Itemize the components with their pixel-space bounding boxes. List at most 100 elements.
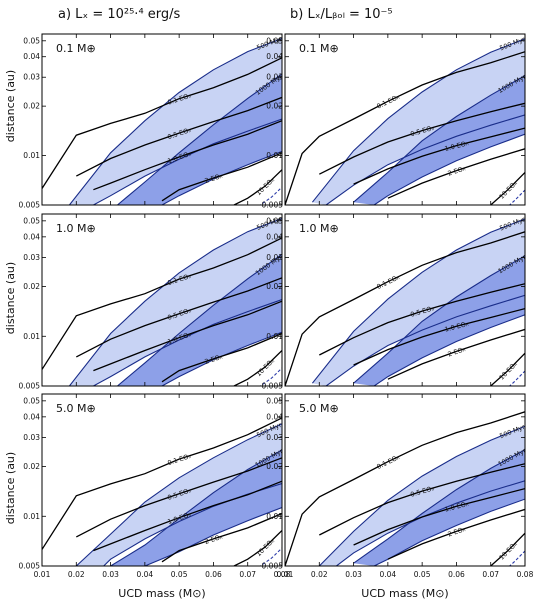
band-edge-band-1000myr-upper bbox=[353, 449, 525, 564]
y-tick-label: 0.005 bbox=[19, 382, 41, 391]
band-edge-band-1000myr-upper bbox=[117, 253, 282, 386]
eo-curve-0-5 bbox=[319, 102, 525, 175]
eo-label-0-1: 0.1 EOₕ bbox=[375, 273, 401, 291]
y-tick-label: 0.04 bbox=[266, 232, 283, 241]
y-tick-label: 0.03 bbox=[266, 433, 283, 442]
y-tick-label: 0.03 bbox=[23, 73, 40, 82]
panel-b-title: b) Lₓ/Lᵦₒₗ = 10⁻⁵ bbox=[290, 7, 393, 22]
y-tick-label: 0.05 bbox=[266, 36, 283, 45]
band-1000myr bbox=[117, 254, 282, 386]
eo-curve-2 bbox=[387, 328, 525, 380]
y-tick-label: 0.02 bbox=[23, 102, 40, 111]
eo-curve-0-1 bbox=[42, 237, 282, 370]
x-tick-label: 0.02 bbox=[311, 570, 328, 579]
eo-curve-0-1 bbox=[285, 411, 525, 566]
band-edge-band-500myr-lower bbox=[93, 298, 282, 386]
y-axis-label-row3: distance (au) bbox=[4, 452, 17, 524]
plot-frame bbox=[284, 393, 526, 567]
eo-label-text: 2 EOₕ bbox=[447, 345, 467, 358]
band-edge-band-500myr-upper bbox=[75, 423, 282, 566]
row-label: 0.1 M⊕ bbox=[56, 42, 96, 55]
y-tick-label: 0.02 bbox=[23, 462, 40, 471]
eo-curve-10 bbox=[490, 171, 525, 205]
row-label: 1.0 M⊕ bbox=[299, 222, 339, 235]
band-edge-band-1000myr-lower bbox=[373, 133, 525, 205]
x-tick-label: 0.03 bbox=[345, 570, 362, 579]
x-tick-label: 0.05 bbox=[414, 570, 431, 579]
eo-curve-0-1 bbox=[42, 57, 282, 189]
y-tick-label: 0.03 bbox=[23, 253, 40, 262]
y-tick-label: 0.04 bbox=[266, 52, 283, 61]
band-edge-band-500myr-lower bbox=[325, 114, 525, 205]
y-tick-label: 0.005 bbox=[19, 562, 41, 571]
plot-frame bbox=[284, 213, 526, 387]
y-tick-label: 0.005 bbox=[262, 382, 284, 391]
eo-label-text: 0.1 EOₕ bbox=[375, 93, 401, 111]
plot-frame bbox=[41, 393, 283, 567]
band-1000myr bbox=[353, 449, 525, 566]
eo-curve-0-1 bbox=[285, 51, 525, 205]
eo-curve-1-0 bbox=[93, 300, 282, 372]
band-1000myr bbox=[117, 74, 282, 205]
eo-curve-1-0 bbox=[93, 480, 282, 552]
eo-curve-1-0 bbox=[353, 487, 525, 546]
y-tick-label: 0.05 bbox=[266, 396, 283, 405]
y-tick-label: 0.04 bbox=[23, 412, 40, 421]
x-tick-label: 0.05 bbox=[171, 570, 188, 579]
band-500myr bbox=[312, 218, 525, 386]
eo-label-text: 10 EOₕ bbox=[498, 360, 520, 382]
band-edge-band-1000myr-lower bbox=[161, 331, 282, 386]
x-axis-label-b: UCD mass (M⊙) bbox=[361, 587, 448, 600]
y-tick-label: 0.01 bbox=[23, 151, 40, 160]
band-edge-band-1000myr-upper bbox=[353, 255, 525, 384]
band-500myr bbox=[76, 423, 282, 566]
eo-label-text: 10 EOₕ bbox=[498, 540, 520, 562]
band-1000myr bbox=[110, 450, 282, 566]
eo-curve-2 bbox=[161, 152, 282, 202]
band-edge-band-500myr-upper bbox=[311, 38, 525, 203]
y-tick-label: 0.02 bbox=[266, 462, 283, 471]
eo-label-0-1: 0.1 EOₕ bbox=[166, 452, 192, 467]
y-tick-label: 0.01 bbox=[266, 512, 283, 521]
y-tick-label: 0.01 bbox=[266, 332, 283, 341]
y-tick-label: 0.04 bbox=[266, 412, 283, 421]
eo-label-text: 10 EOₕ bbox=[255, 357, 277, 378]
y-tick-label: 0.005 bbox=[262, 201, 284, 210]
band-1000myr bbox=[353, 255, 525, 386]
eo-label-10: 10 EOₕ bbox=[254, 176, 276, 197]
eo-curve-2 bbox=[387, 148, 525, 199]
eo-curve-0-5 bbox=[319, 283, 525, 356]
eo-label-10: 10 EOₕ bbox=[498, 360, 520, 382]
band-edge-band-1000myr-upper bbox=[110, 449, 282, 566]
x-axis-label-a: UCD mass (M⊙) bbox=[118, 587, 205, 600]
x-tick-label: 0.01 bbox=[34, 570, 51, 579]
y-tick-label: 0.01 bbox=[23, 332, 40, 341]
eo-curve-2 bbox=[161, 512, 282, 563]
row-label: 5.0 M⊕ bbox=[56, 402, 96, 415]
band-1000myr bbox=[353, 75, 525, 205]
x-tick-label: 0.02 bbox=[68, 570, 85, 579]
eo-curve-10 bbox=[233, 169, 282, 205]
eo-curve-0-1 bbox=[285, 231, 525, 386]
eo-label-0-1: 0.1 EOₕ bbox=[375, 93, 401, 111]
eo-curve-1-0 bbox=[93, 120, 282, 191]
eo-curve-1-0 bbox=[353, 307, 525, 366]
y-tick-label: 0.005 bbox=[262, 562, 284, 571]
eo-curve-0-1 bbox=[42, 417, 282, 550]
y-tick-label: 0.05 bbox=[23, 396, 40, 405]
y-tick-label: 0.02 bbox=[266, 282, 283, 291]
dashed-curve bbox=[259, 367, 282, 386]
band-edge-band-500myr-upper bbox=[68, 217, 282, 386]
eo-curve-0-5 bbox=[319, 463, 525, 536]
eo-label-10: 10 EOₕ bbox=[255, 537, 277, 558]
x-tick-label: 0.06 bbox=[205, 570, 222, 579]
